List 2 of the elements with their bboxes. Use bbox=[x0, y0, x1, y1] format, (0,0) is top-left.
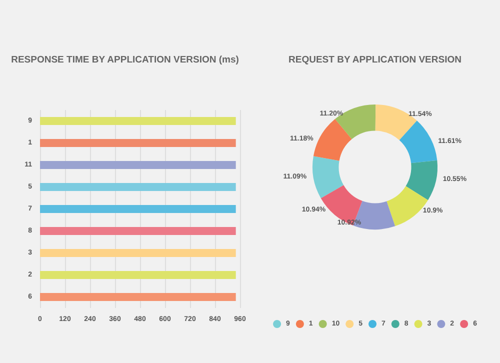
chart-title: RESPONSE TIME BY APPLICATION VERSION (ms) bbox=[11, 54, 239, 66]
chart-title: REQUEST BY APPLICATION VERSION bbox=[288, 54, 462, 66]
